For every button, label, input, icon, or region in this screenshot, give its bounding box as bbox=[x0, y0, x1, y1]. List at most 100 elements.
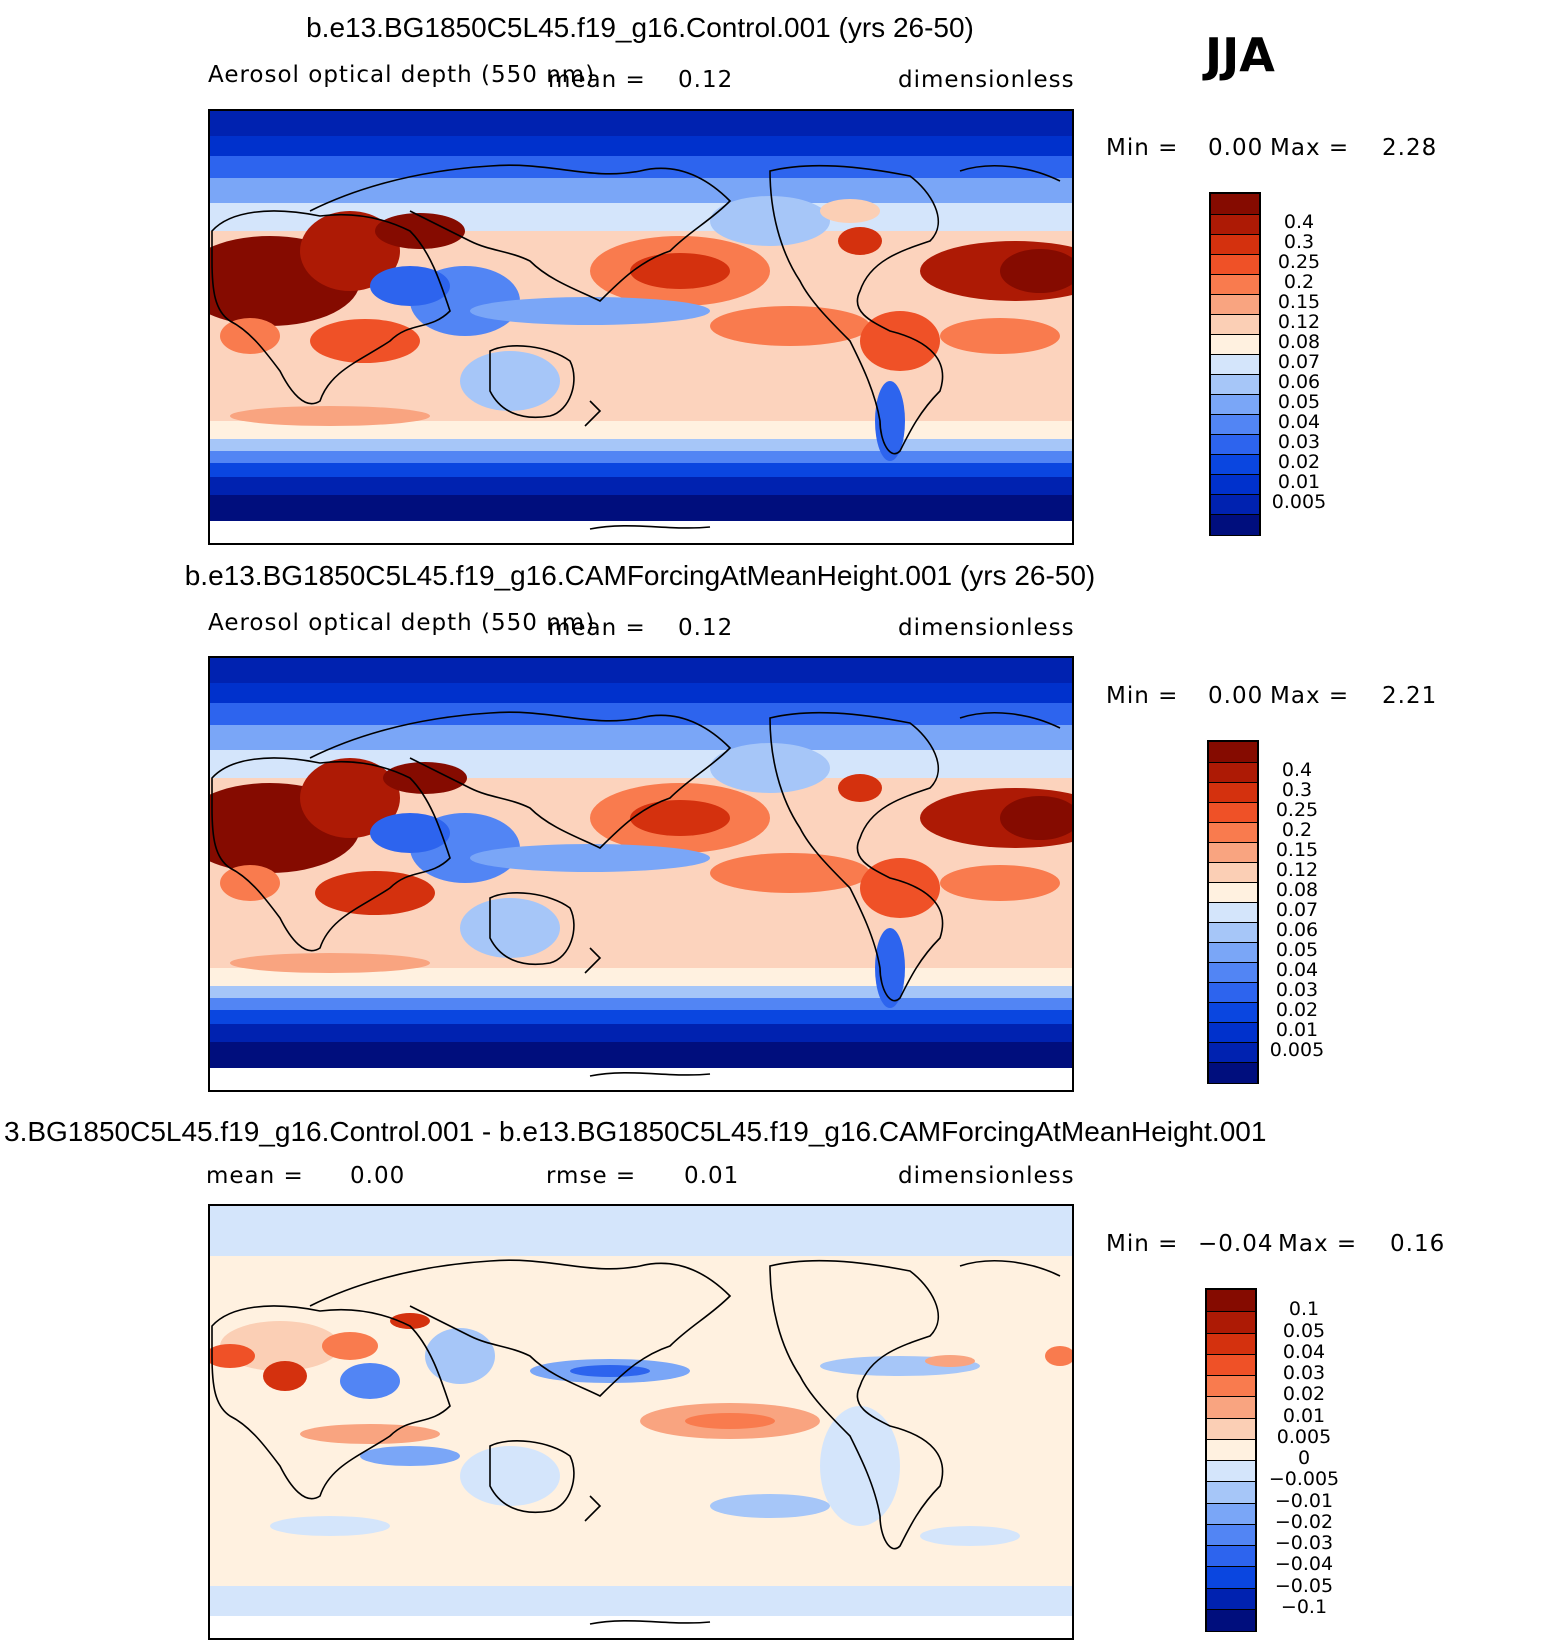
colorbar-tick-label: 0.1 bbox=[1288, 1298, 1320, 1321]
band-arctic-1 bbox=[210, 111, 1072, 136]
panel-3-max-value: 0.16 bbox=[1390, 1231, 1446, 1257]
panel-3-units-label: dimensionless bbox=[898, 1163, 1075, 1189]
panel-2-max-value: 2.21 bbox=[1382, 683, 1438, 709]
colorbar-tick-label: −0.03 bbox=[1274, 1532, 1334, 1554]
colorbar-tick-label: 0.12 bbox=[1275, 859, 1319, 881]
colorbar-cell bbox=[1207, 1545, 1255, 1568]
panel-2-max-label: Max = bbox=[1270, 683, 1350, 709]
band-south-1 bbox=[210, 421, 1072, 439]
panel-3-colorbar bbox=[1205, 1288, 1257, 1632]
colorbar-cell bbox=[1209, 762, 1257, 783]
band-south-3 bbox=[210, 451, 1072, 463]
colorbar-tick-label: 0.4 bbox=[1281, 759, 1313, 781]
band-arctic-3 bbox=[210, 156, 1072, 178]
colorbar-cell bbox=[1211, 474, 1259, 495]
colorbar-tick-label: 0.25 bbox=[1277, 251, 1321, 273]
colorbar-tick-label: 0.005 bbox=[1269, 1039, 1325, 1061]
colorbar-cell bbox=[1209, 1062, 1257, 1083]
colorbar-cell bbox=[1207, 1608, 1255, 1631]
colorbar-tick-label: 0.06 bbox=[1275, 919, 1319, 941]
panel-1-min-label: Min = bbox=[1106, 135, 1179, 161]
panel-1-mean-value: 0.12 bbox=[678, 67, 734, 93]
colorbar-cell bbox=[1207, 1375, 1255, 1398]
colorbar-cell bbox=[1207, 1481, 1255, 1504]
band-antarctic bbox=[210, 495, 1072, 521]
colorbar-tick-label: 0.04 bbox=[1282, 1340, 1326, 1363]
colorbar-cell bbox=[1211, 494, 1259, 515]
colorbar-cell bbox=[1207, 1290, 1255, 1312]
colorbar-cell bbox=[1211, 434, 1259, 455]
panel-3-features bbox=[210, 1313, 1072, 1546]
colorbar-cell bbox=[1209, 922, 1257, 943]
colorbar-cell bbox=[1209, 1002, 1257, 1023]
colorbar-tick-label: 0.25 bbox=[1275, 799, 1319, 821]
colorbar-tick-label: 0.03 bbox=[1277, 431, 1321, 453]
panel-2-bands bbox=[210, 658, 1072, 1090]
colorbar-cell bbox=[1209, 1042, 1257, 1063]
colorbar-cell bbox=[1207, 1587, 1255, 1610]
colorbar-tick-label: −0.1 bbox=[1280, 1595, 1328, 1618]
panel-3-mean-value: 0.00 bbox=[350, 1163, 406, 1189]
colorbar-tick-label: 0 bbox=[1297, 1447, 1311, 1469]
colorbar-tick-label: 0.05 bbox=[1275, 939, 1319, 961]
colorbar-cell bbox=[1211, 374, 1259, 395]
colorbar-tick-label: 0.04 bbox=[1275, 959, 1319, 981]
panel-2-title: b.e13.BG1850C5L45.f19_g16.CAMForcingAtMe… bbox=[184, 560, 1096, 591]
colorbar-tick-label: 0.4 bbox=[1283, 211, 1315, 233]
panel-1-max-label: Max = bbox=[1270, 135, 1350, 161]
colorbar-tick-label: 0.2 bbox=[1281, 819, 1313, 841]
panel-1-coastlines bbox=[211, 164, 1061, 530]
panel-1-colorbar bbox=[1209, 192, 1261, 536]
colorbar-cell bbox=[1207, 1523, 1255, 1546]
colorbar-cell bbox=[1211, 354, 1259, 375]
panel-3-title: 3.BG1850C5L45.f19_g16.Control.001 - b.e1… bbox=[4, 1116, 1267, 1147]
panel-2-mean-label: mean = bbox=[548, 615, 646, 641]
band-arctic-2 bbox=[210, 136, 1072, 156]
panel-2-colorbar-labels: 0.4 0.3 0.25 0.2 0.15 0.12 0.08 0.07 0.06 0.05 0.0… bbox=[1262, 740, 1332, 1080]
colorbar-cell bbox=[1209, 902, 1257, 923]
panel-1-min-value: 0.00 bbox=[1208, 135, 1264, 161]
colorbar-cell bbox=[1211, 414, 1259, 435]
panel-1-features bbox=[210, 196, 1072, 461]
colorbar-tick-label: −0.04 bbox=[1274, 1553, 1334, 1576]
colorbar-cell bbox=[1207, 1417, 1255, 1440]
panel-3-min-value: −0.04 bbox=[1198, 1231, 1274, 1257]
australia-low bbox=[460, 351, 560, 411]
colorbar-tick-label: 0.07 bbox=[1277, 351, 1321, 373]
panel-3-bands bbox=[210, 1206, 1072, 1638]
amazon-high bbox=[860, 311, 940, 371]
panel-3-colorbar-labels: 0.1 0.05 0.04 0.03 0.02 0.01 0.005 0 −0.005 −0.01… bbox=[1262, 1288, 1346, 1628]
colorbar-tick-label: 0.03 bbox=[1282, 1362, 1326, 1384]
colorbar-cell bbox=[1209, 882, 1257, 903]
colorbar-tick-label: 0.005 bbox=[1271, 491, 1327, 513]
panel-1-map-svg bbox=[210, 111, 1072, 543]
colorbar-cell bbox=[1207, 1332, 1255, 1355]
band-south-2 bbox=[210, 439, 1072, 451]
colorbar-tick-label: 0.07 bbox=[1275, 899, 1319, 921]
colorbar-cell bbox=[1211, 214, 1259, 235]
panel-1-title: b.e13.BG1850C5L45.f19_g16.Control.001 (y… bbox=[306, 12, 974, 43]
panel-1-colorbar-labels: 0.4 0.3 0.25 0.2 0.15 0.12 0.08 0.07 0.06 0.05 0.0… bbox=[1264, 192, 1334, 532]
panel-3-min-label: Min = bbox=[1106, 1231, 1179, 1257]
colorbar-tick-label: 0.02 bbox=[1275, 999, 1319, 1021]
panel-3-coastlines bbox=[211, 1259, 1061, 1625]
panel-2-coastlines bbox=[211, 711, 1061, 1077]
panel-1-bands bbox=[210, 111, 1072, 543]
panel-3-map-svg bbox=[210, 1206, 1072, 1638]
colorbar-cell bbox=[1207, 1438, 1255, 1461]
panel-2-map bbox=[208, 656, 1074, 1092]
colorbar-tick-label: 0.06 bbox=[1277, 371, 1321, 393]
colorbar-cell bbox=[1211, 394, 1259, 415]
colorbar-tick-label: 0.03 bbox=[1275, 979, 1319, 1001]
diff-max bbox=[263, 1361, 307, 1391]
colorbar-cell bbox=[1211, 194, 1259, 214]
colorbar-tick-label: 0.04 bbox=[1277, 411, 1321, 433]
colorbar-cell bbox=[1211, 314, 1259, 335]
colorbar-tick-label: 0.005 bbox=[1276, 1425, 1332, 1448]
panel-2-units-label: dimensionless bbox=[898, 615, 1075, 641]
colorbar-tick-label: 0.02 bbox=[1277, 451, 1321, 473]
colorbar-tick-label: −0.05 bbox=[1274, 1574, 1334, 1597]
colorbar-tick-label: 0.3 bbox=[1283, 231, 1315, 253]
colorbar-tick-label: 0.05 bbox=[1277, 391, 1321, 413]
colorbar-cell bbox=[1209, 742, 1257, 762]
